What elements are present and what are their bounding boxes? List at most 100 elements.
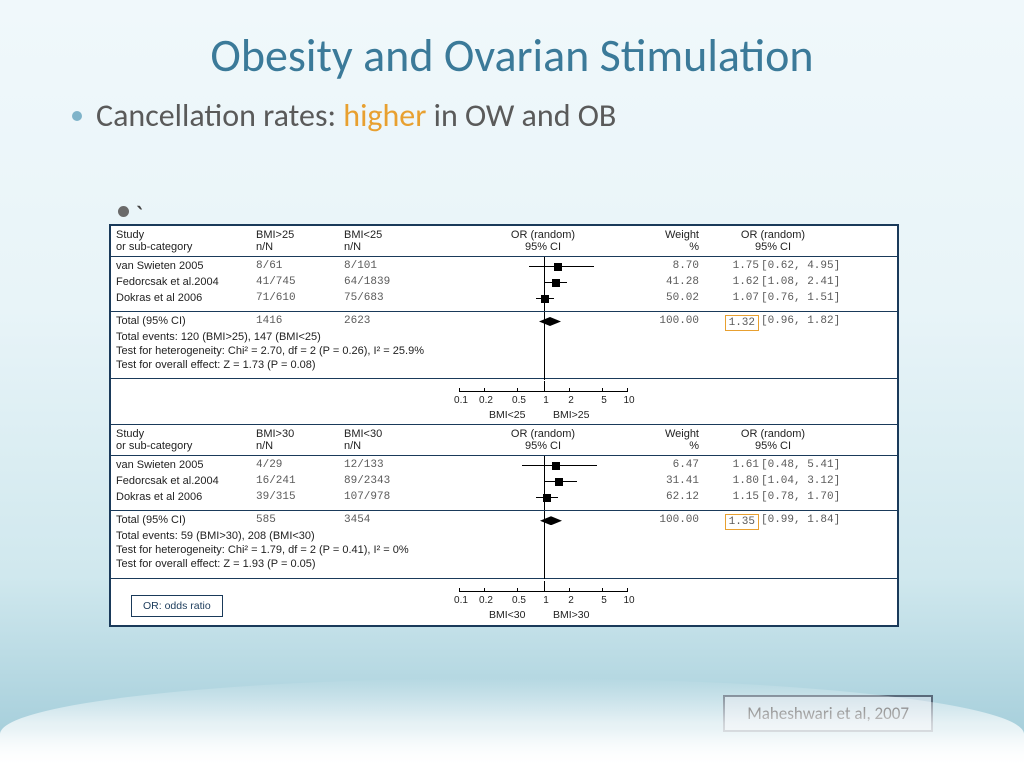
study-bmi-lo: 8/101 — [344, 260, 459, 272]
hdr-ci2: 95% CI — [699, 440, 829, 452]
study-weight: 41.28 — [627, 276, 699, 288]
bullet-pre: Cancellation rates: — [96, 96, 343, 135]
study-or: 1.07 — [699, 292, 759, 304]
bullet-list: Cancellation rates: higher in OW and OB — [0, 84, 1024, 135]
total-label: Total (95% CI) — [116, 315, 256, 327]
forest-plot — [459, 458, 629, 510]
study-bmi-lo: 107/978 — [344, 491, 459, 503]
study-weight: 31.41 — [627, 475, 699, 487]
hdr-wt: Weight — [627, 229, 699, 241]
tick-label: 0.1 — [451, 595, 471, 606]
tick-label: 0.5 — [509, 395, 529, 406]
study-weight: 6.47 — [627, 459, 699, 471]
total-bmi-lo: 2623 — [344, 315, 459, 327]
study-ci: [0.78, 1.70] — [759, 491, 892, 503]
study-bmi-lo: 12/133 — [344, 459, 459, 471]
study-or: 1.62 — [699, 276, 759, 288]
wave-decoration — [0, 678, 1024, 768]
tick-label: 5 — [594, 395, 614, 406]
study-or: 1.80 — [699, 475, 759, 487]
total-bmi-lo: 3454 — [344, 514, 459, 526]
hdr-nn2: n/N — [344, 241, 459, 253]
hdr-bmi-lo: BMI<30 — [344, 428, 459, 440]
hdr-pct: % — [627, 241, 699, 253]
study-ci: [1.08, 2.41] — [759, 276, 892, 288]
hdr-nn1: n/N — [256, 440, 344, 452]
study-ci: [1.04, 3.12] — [759, 475, 892, 487]
hdr-or2: OR (random) — [699, 229, 829, 241]
hdr-nn1: n/N — [256, 241, 344, 253]
hdr-pct: % — [627, 440, 699, 452]
study-weight: 50.02 — [627, 292, 699, 304]
tick-label: 1 — [536, 395, 556, 406]
total-bmi-hi: 1416 — [256, 315, 344, 327]
hdr-study: Study — [116, 428, 256, 440]
axis-left-label: BMI<25 — [489, 409, 525, 421]
tick-label: 0.2 — [476, 395, 496, 406]
or-note-box: OR: odds ratio — [131, 595, 223, 617]
tick-label: 0.5 — [509, 595, 529, 606]
study-bmi-hi: 41/745 — [256, 276, 344, 288]
study-weight: 62.12 — [627, 491, 699, 503]
tick-label: 2 — [561, 595, 581, 606]
study-bmi-hi: 16/241 — [256, 475, 344, 487]
hdr-sub: or sub-category — [116, 440, 256, 452]
tick-label: 0.1 — [451, 395, 471, 406]
axis-left-label: BMI<30 — [489, 609, 525, 621]
tick-label: 10 — [619, 395, 639, 406]
forest-total — [459, 314, 629, 366]
hdr-sub: or sub-category — [116, 241, 256, 253]
forest-total — [459, 513, 629, 565]
axis-right-label: BMI>30 — [553, 609, 589, 621]
bullet-post: in OW and OB — [426, 96, 616, 135]
study-bmi-hi: 71/610 — [256, 292, 344, 304]
study-bmi-hi: 39/315 — [256, 491, 344, 503]
hdr-ci: 95% CI — [459, 241, 627, 253]
total-or: 1.35 — [699, 514, 759, 530]
bullet-highlight: higher — [343, 96, 426, 135]
scale-axis: 0.10.20.512510 BMI<30 BMI>30 — [111, 579, 897, 625]
hdr-bmi-hi: BMI>25 — [256, 229, 344, 241]
total-weight: 100.00 — [627, 514, 699, 526]
bullet-item: Cancellation rates: higher in OW and OB — [88, 96, 936, 135]
diamond-marker — [539, 317, 561, 326]
hdr-study: Study — [116, 229, 256, 241]
study-bmi-hi: 8/61 — [256, 260, 344, 272]
study-bmi-hi: 4/29 — [256, 459, 344, 471]
study-ci: [0.76, 1.51] — [759, 292, 892, 304]
total-weight: 100.00 — [627, 315, 699, 327]
total-ci: [0.99, 1.84] — [759, 514, 892, 526]
study-bmi-lo: 64/1839 — [344, 276, 459, 288]
tick-label: 10 — [619, 595, 639, 606]
hdr-or2: OR (random) — [699, 428, 829, 440]
hdr-bmi-hi: BMI>30 — [256, 428, 344, 440]
study-name: van Swieten 2005 — [116, 260, 256, 272]
hdr-or: OR (random) — [459, 428, 627, 440]
study-or: 1.15 — [699, 491, 759, 503]
study-weight: 8.70 — [627, 260, 699, 272]
hdr-nn2: n/N — [344, 440, 459, 452]
study-name: Dokras et al 2006 — [116, 491, 256, 503]
slide-title: Obesity and Ovarian Stimulation — [0, 0, 1024, 84]
axis-right-label: BMI>25 — [553, 409, 589, 421]
scale-axis: 0.1 0.2 0.5 12 5 10 BMI<25 BMI>25 — [111, 379, 897, 425]
total-bmi-hi: 585 — [256, 514, 344, 526]
study-name: Fedorcsak et al.2004 — [116, 276, 256, 288]
tick-label: 2 — [561, 395, 581, 406]
study-name: Dokras et al 2006 — [116, 292, 256, 304]
study-name: Fedorcsak et al.2004 — [116, 475, 256, 487]
study-bmi-lo: 75/683 — [344, 292, 459, 304]
hdr-ci2: 95% CI — [699, 241, 829, 253]
tick-label: 1 — [536, 595, 556, 606]
hdr-ci: 95% CI — [459, 440, 627, 452]
study-ci: [0.48, 5.41] — [759, 459, 892, 471]
study-or: 1.75 — [699, 260, 759, 272]
study-name: van Swieten 2005 — [116, 459, 256, 471]
study-or: 1.61 — [699, 459, 759, 471]
total-or: 1.32 — [699, 315, 759, 331]
hdr-wt: Weight — [627, 428, 699, 440]
sub-bullet-dot — [118, 206, 129, 217]
study-bmi-lo: 89/2343 — [344, 475, 459, 487]
tick-label: 0.2 — [476, 595, 496, 606]
forest-plot — [459, 259, 629, 311]
